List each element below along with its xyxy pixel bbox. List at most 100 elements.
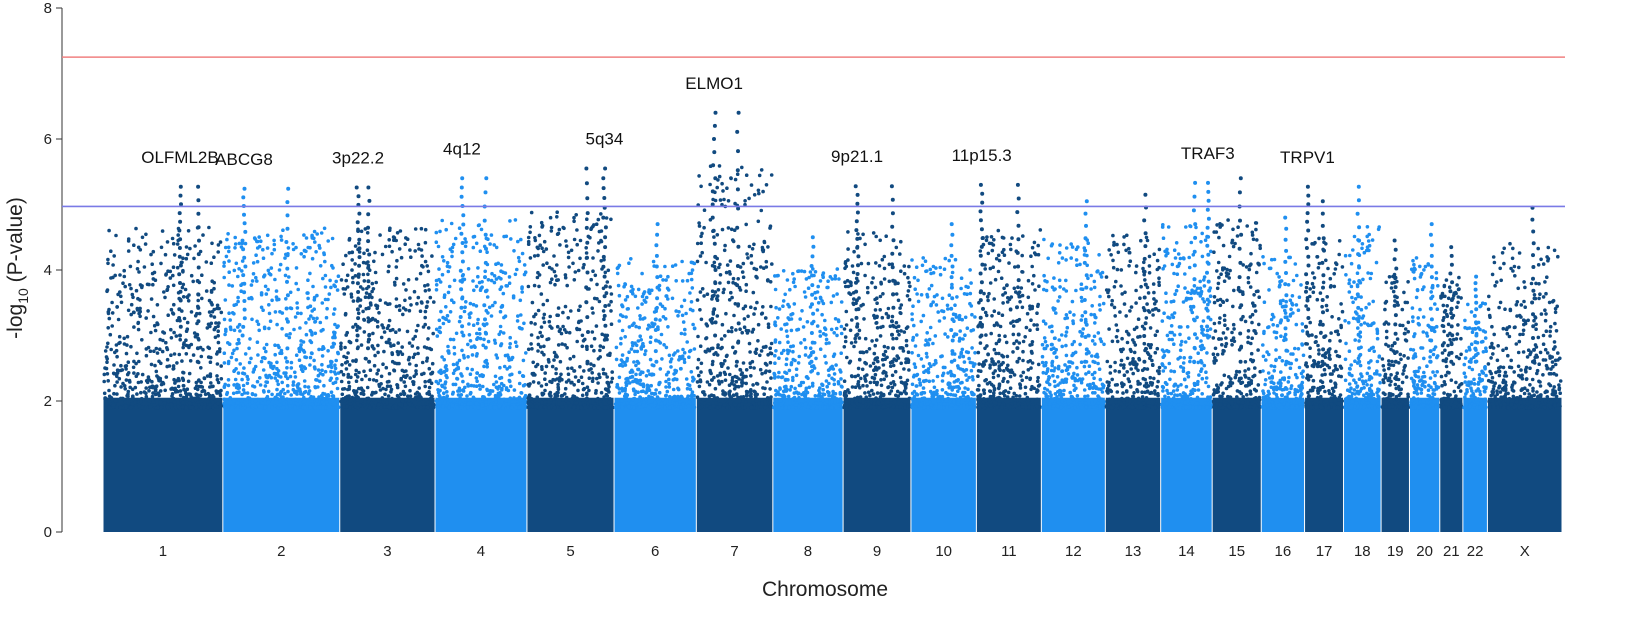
- snp-point: [192, 256, 196, 261]
- snp-point: [789, 384, 794, 389]
- snp-point: [426, 326, 431, 330]
- snp-point: [773, 361, 777, 366]
- snp-point: [430, 361, 435, 366]
- snp-point: [180, 359, 184, 363]
- y-tick-label: 0: [44, 524, 52, 541]
- snp-point: [386, 269, 391, 274]
- snp-point: [455, 362, 459, 367]
- snp-point: [232, 348, 236, 353]
- snp-point: [152, 349, 156, 354]
- snp-point: [173, 381, 177, 385]
- snp-point: [400, 399, 405, 403]
- snp-point: [710, 316, 715, 321]
- snp-point: [550, 380, 554, 385]
- snp-point: [827, 373, 831, 378]
- snp-point: [589, 362, 593, 366]
- snp-point: [648, 325, 653, 329]
- snp-point: [676, 349, 680, 353]
- snp-point: [212, 280, 216, 285]
- snp-point: [664, 345, 669, 350]
- snp-point: [559, 394, 564, 398]
- snp-point: [843, 335, 848, 339]
- snp-point: [138, 248, 143, 252]
- snp-point: [896, 356, 901, 360]
- snp-point: [585, 385, 590, 390]
- snp-point: [801, 380, 806, 385]
- snp-point: [291, 387, 296, 392]
- snp-point: [264, 292, 269, 296]
- snp-point: [124, 367, 128, 371]
- snp-point: [489, 314, 494, 318]
- snp-point: [382, 330, 387, 334]
- snp-point: [572, 369, 576, 373]
- snp-point: [499, 269, 503, 274]
- snp-point: [815, 405, 820, 410]
- snp-point: [468, 339, 473, 343]
- snp-point: [642, 400, 646, 405]
- snp-point: [325, 400, 329, 404]
- snp-point: [222, 264, 226, 268]
- snp-point: [641, 397, 645, 401]
- snp-point: [195, 279, 200, 283]
- snp-point: [434, 240, 439, 244]
- snp-point: [366, 272, 370, 277]
- snp-point: [826, 279, 830, 284]
- snp-point: [405, 405, 410, 410]
- snp-point: [366, 239, 371, 244]
- snp-point: [288, 404, 292, 408]
- snp-point: [457, 319, 462, 324]
- snp-point: [469, 383, 474, 388]
- snp-point: [659, 332, 664, 337]
- snp-point: [253, 364, 258, 369]
- snp-point: [325, 394, 329, 399]
- snp-point: [543, 377, 547, 382]
- snp-point: [699, 184, 703, 189]
- snp-point: [291, 247, 296, 252]
- snp-point: [205, 374, 210, 378]
- snp-point: [907, 264, 911, 269]
- snp-point: [570, 366, 574, 371]
- snp-point: [550, 267, 554, 271]
- snp-point: [490, 271, 494, 276]
- snp-point: [638, 314, 642, 318]
- snp-point: [251, 370, 256, 374]
- snp-point: [434, 230, 439, 235]
- snp-point: [555, 232, 560, 236]
- snp-point: [700, 287, 705, 291]
- snp-point: [171, 273, 175, 278]
- snp-point: [592, 336, 597, 341]
- snp-point: [731, 280, 735, 285]
- snp-point: [332, 342, 337, 346]
- snp-point: [578, 304, 582, 309]
- snp-point: [542, 320, 547, 325]
- snp-point: [395, 349, 400, 354]
- snp-point: [713, 290, 718, 294]
- snp-point: [777, 340, 782, 345]
- snp-point: [196, 305, 201, 310]
- snp-point: [362, 251, 366, 256]
- snp-point: [330, 394, 335, 398]
- snp-point: [594, 222, 599, 226]
- snp-point: [442, 395, 446, 400]
- snp-point: [552, 254, 556, 258]
- snp-point: [697, 384, 702, 389]
- snp-point: [655, 222, 660, 227]
- snp-point: [286, 389, 290, 394]
- snp-point: [285, 213, 290, 218]
- snp-point: [283, 391, 287, 396]
- snp-point: [189, 273, 194, 278]
- snp-point: [838, 390, 843, 395]
- snp-point: [372, 259, 376, 264]
- snp-point: [397, 328, 402, 332]
- snp-point: [642, 316, 647, 320]
- snp-point: [341, 397, 345, 401]
- snp-point: [873, 316, 877, 320]
- snp-point: [483, 260, 488, 265]
- snp-point: [508, 396, 513, 401]
- snp-point: [240, 377, 244, 382]
- snp-point: [809, 331, 814, 335]
- snp-point: [440, 355, 444, 359]
- snp-point: [165, 405, 170, 410]
- snp-point: [784, 329, 789, 333]
- snp-point: [194, 392, 198, 397]
